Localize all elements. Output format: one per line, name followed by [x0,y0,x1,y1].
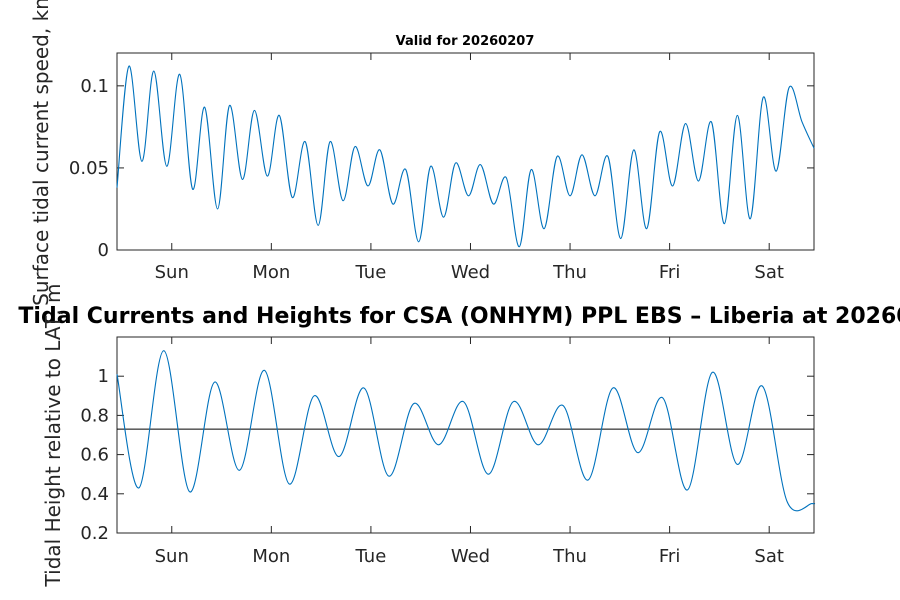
axes-box [116,336,815,534]
y-axis-label: Surface tidal current speed, kn [29,0,53,306]
x-tick-label: Tue [355,262,387,283]
x-tick-label: Fri [659,262,680,283]
y-tick-label: 0.05 [69,158,109,179]
x-tick-label: Fri [659,546,680,567]
x-tick-label: Thu [552,262,587,283]
x-tick-label: Tue [355,546,387,567]
chart-title: Valid for 20260207 [396,34,535,49]
y-tick-label: 0.8 [80,405,109,426]
x-tick-label: Sun [155,262,189,283]
y-tick-label: 0 [98,240,109,261]
y-tick-label: 0.4 [80,484,109,505]
x-tick-label: Wed [451,262,490,283]
y-tick-label: 0.2 [80,523,109,544]
series-line [116,350,816,512]
tidal-height-panel: 0.2 0.4 0.6 0.8 1 Sun Mon Tue Wed Thu Fri Sat Tidal … [18,284,900,588]
x-tick-label: Sat [754,262,784,283]
x-tick-label: Mon [252,546,290,567]
chart-title: Tidal Currents and Heights for CSA (ONHY… [18,304,900,329]
x-tick-label: Wed [451,546,490,567]
x-tick-label: Sat [754,546,784,567]
y-tick-label: 1 [98,366,109,387]
series-line [116,65,815,248]
x-tick-label: Thu [552,546,587,567]
current-speed-panel: 0 0.05 0.1 Sun Mon Tue Wed Thu Fri Sat Valid for 2… [29,0,815,306]
y-axis-label: Tidal Height relative to LAT, m [41,284,65,588]
axes-box [116,52,815,251]
x-tick-label: Sun [155,546,189,567]
x-tick-label: Mon [252,262,290,283]
y-tick-label: 0.6 [80,445,109,466]
y-tick-label: 0.1 [80,76,109,97]
